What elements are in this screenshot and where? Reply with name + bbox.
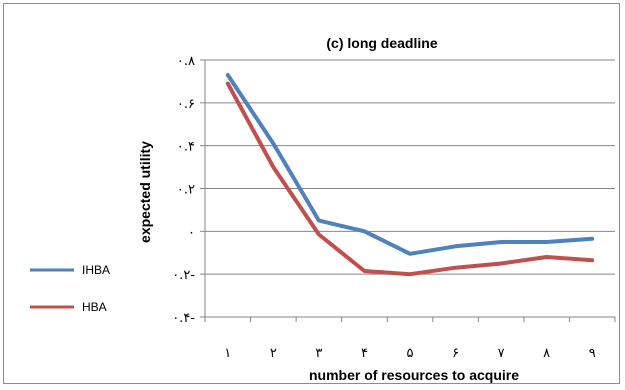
series-lines	[225, 73, 595, 277]
x-axis-label: number of resources to acquire	[309, 367, 519, 383]
legend: IHBA HBA	[30, 263, 110, 314]
y-tick-label: ۰.۸	[177, 54, 195, 69]
y-tick-label: ۰.۴-	[172, 311, 195, 326]
series-line-ihba	[225, 73, 595, 256]
x-tick-label: ٢	[270, 346, 277, 361]
series-line-hba	[225, 81, 595, 277]
y-axis-label: expected utility	[137, 141, 153, 243]
x-tick-label: ١	[224, 346, 231, 361]
y-tick-label: ۰.۲	[177, 183, 195, 198]
y-tick-label: ۰.۲-	[172, 268, 195, 283]
y-tick-label: ۰.۴	[177, 140, 195, 155]
y-tick-labels: ۰.۴- ۰.۲- ۰ ۰.۲ ۰.۴ ۰.۶ ۰.۸	[172, 54, 205, 326]
y-tick-label: ۰.۶	[177, 97, 195, 112]
x-tick-label: ٨	[543, 346, 550, 361]
gridlines	[205, 59, 615, 318]
legend-label-ihba: IHBA	[82, 263, 110, 277]
x-tick-label: ۶	[452, 346, 459, 361]
x-tick-label: ٣	[315, 346, 322, 361]
chart-title: (c) long deadline	[326, 35, 437, 51]
x-tick-label: ۵	[407, 346, 414, 361]
legend-label-hba: HBA	[82, 300, 107, 314]
x-tick-label: ٩	[589, 346, 596, 361]
x-tick-labels: ١ ٢ ٣ ۴ ۵ ۶ ٧ ٨ ٩	[204, 317, 616, 361]
x-tick-label: ٧	[498, 346, 505, 361]
x-tick-label: ۴	[361, 346, 368, 361]
y-tick-label: ۰	[188, 225, 195, 240]
chart-frame	[3, 3, 620, 384]
